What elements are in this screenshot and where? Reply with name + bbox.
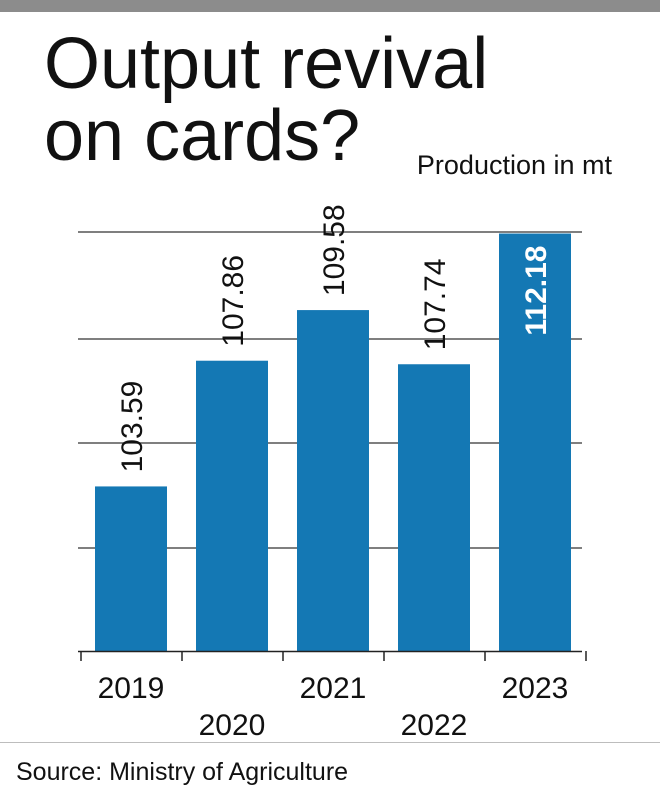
value-label-2021: 109.58 [318,204,351,296]
value-label-2023: 112.18 [520,246,553,336]
x-tick-label-2021: 2021 [300,672,367,705]
chart-title-line-2: on cards? [44,96,361,176]
bar-2019 [95,486,167,651]
x-tick-label-2019: 2019 [98,672,165,705]
value-label-2020: 107.86 [217,255,250,347]
value-label-2022: 107.74 [419,258,452,350]
x-tick-label-2020: 2020 [199,709,266,740]
chart-title-line-1: Output revival [44,24,489,104]
chart-title: Output revival on cards? [44,28,564,172]
bottom-rule [0,742,660,743]
chart-subtitle: Production in mt [416,150,612,180]
bars [95,233,571,651]
bar-2020 [196,360,268,651]
top-rule [0,0,660,12]
bar-2021 [297,310,369,651]
value-labels: 103.59 107.86 109.58 107.74 112.18 [116,204,553,472]
x-tick-label-2023: 2023 [502,672,569,705]
bar-2023 [499,233,571,651]
x-axis: 2019 2020 2021 2022 2023 [78,650,587,740]
value-label-2019: 103.59 [116,381,149,473]
bar-2022 [398,364,470,651]
x-tick-label-2022: 2022 [401,709,468,740]
source-note: Source: Ministry of Agriculture [16,758,349,786]
